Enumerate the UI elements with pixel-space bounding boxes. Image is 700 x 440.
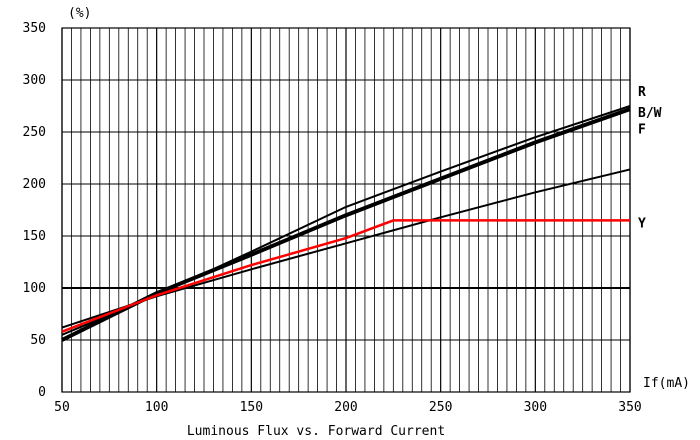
y-tick-labels: 0 50 100 150 200 250 300 350 bbox=[23, 21, 46, 400]
series-labels: R B/WF Y bbox=[638, 85, 662, 231]
x-tick-label: 250 bbox=[429, 400, 452, 415]
y-tick-label: 0 bbox=[38, 385, 46, 400]
y-tick-label: 100 bbox=[23, 281, 46, 296]
x-tick-label: 200 bbox=[334, 400, 357, 415]
series-label-f: F bbox=[638, 122, 646, 137]
series-lines bbox=[61, 105, 631, 342]
plot-frame bbox=[61, 27, 631, 393]
series-label-r: R bbox=[638, 85, 646, 100]
y-axis-label: (%) bbox=[68, 6, 91, 21]
series-label-b-w: B/W bbox=[638, 106, 662, 121]
y-tick-label: 50 bbox=[30, 333, 46, 348]
x-tick-label: 50 bbox=[54, 400, 70, 415]
chart-title: Luminous Flux vs. Forward Current bbox=[187, 424, 445, 439]
x-axis-label: If(mA) bbox=[643, 376, 690, 391]
x-tick-labels: 50 100 150 200 250 300 350 bbox=[54, 400, 642, 415]
x-tick-label: 300 bbox=[524, 400, 547, 415]
series-line-b-w bbox=[61, 107, 631, 342]
y-tick-label: 200 bbox=[23, 177, 46, 192]
x-tick-label: 350 bbox=[618, 400, 641, 415]
grid bbox=[61, 27, 631, 393]
x-tick-label: 150 bbox=[240, 400, 263, 415]
series-line-y bbox=[61, 219, 630, 333]
y-tick-label: 250 bbox=[23, 125, 46, 140]
series-label-y: Y bbox=[638, 216, 646, 231]
y-tick-label: 150 bbox=[23, 229, 46, 244]
y-tick-label: 350 bbox=[23, 21, 46, 36]
y-tick-label: 300 bbox=[23, 73, 46, 88]
x-tick-label: 100 bbox=[145, 400, 168, 415]
